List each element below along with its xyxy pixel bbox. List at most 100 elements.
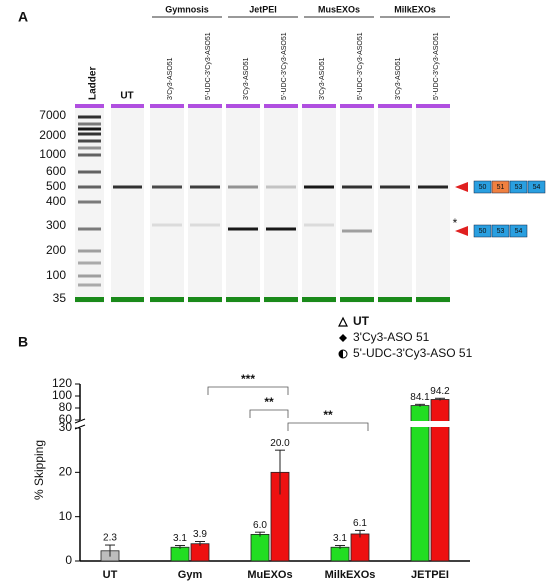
ladder-band [78, 170, 101, 174]
gel-lane [302, 104, 336, 303]
y-tick-label: 10 [59, 509, 73, 523]
exon-label: 54 [515, 228, 523, 235]
significance-label: *** [241, 372, 255, 386]
sample-band [342, 185, 372, 189]
gel-top-marker [75, 104, 104, 108]
lane-label: 5'-UDC-3'Cy3-ASO51 [433, 32, 440, 100]
sample-band [190, 185, 220, 189]
bar [350, 533, 370, 562]
ladder-band [78, 122, 101, 126]
gel-lane [150, 104, 184, 303]
exon-box [509, 224, 528, 238]
significance-bracket [287, 422, 369, 431]
group-header: JetPEI [249, 4, 277, 14]
lane-label: 5'-UDC-3'Cy3-ASO51 [281, 32, 288, 100]
y-axis-label: % Skipping [32, 440, 46, 500]
gel-lane [226, 104, 260, 303]
sample-band [342, 229, 372, 233]
gel-bottom-marker [302, 297, 336, 302]
sample-band [113, 185, 142, 189]
significance-bracket [249, 409, 289, 418]
gel-lane [111, 104, 144, 303]
ladder-band [78, 227, 101, 231]
lane-label: Ladder [88, 67, 99, 100]
gel-bottom-marker [111, 297, 144, 302]
legend-marker [339, 334, 347, 342]
legend-label: UT [353, 314, 370, 328]
lane-label: 3'Cy3-ASO51 [395, 57, 402, 100]
x-tick-label: JETPEI [411, 569, 449, 581]
bar [250, 534, 270, 562]
sample-band [266, 185, 296, 189]
size-label: 300 [46, 218, 66, 232]
exon-box [527, 180, 546, 194]
exon-label: 50 [479, 184, 487, 191]
y-tick-label: 100 [52, 388, 72, 402]
panel-label: B [18, 334, 28, 350]
y-tick-label: 0 [65, 553, 72, 567]
ladder-band [78, 115, 101, 119]
sample-band [228, 227, 258, 231]
sample-band [304, 223, 334, 227]
significance-bracket [207, 386, 289, 395]
size-label: 400 [46, 194, 66, 208]
gel-lane [340, 104, 374, 303]
gel-lane [416, 104, 450, 303]
gel-bottom-marker [416, 297, 450, 302]
lane-label: 3'Cy3-ASO51 [167, 57, 174, 100]
sample-band [266, 227, 296, 231]
gel-top-marker [264, 104, 298, 108]
band-marker: * [453, 216, 458, 230]
data-label: 2.3 [103, 533, 117, 544]
sample-band [304, 185, 334, 189]
legend-marker [338, 316, 348, 327]
data-label: 3.9 [193, 529, 207, 540]
exon-box [473, 180, 492, 194]
significance-label: ** [323, 408, 333, 422]
x-tick-label: MilkEXOs [325, 569, 376, 581]
y-tick-label: 20 [59, 465, 73, 479]
gel-top-marker [340, 104, 374, 108]
lane-label: 5'-UDC-3'Cy3-ASO51 [357, 32, 364, 100]
legend-label: 5'-UDC-3'Cy3-ASO 51 [353, 346, 473, 360]
ladder-band [78, 127, 101, 131]
arrowhead [455, 226, 468, 236]
sample-band [228, 185, 258, 189]
exon-box [509, 180, 528, 194]
sample-band [152, 185, 182, 189]
panel-label: A [18, 9, 28, 25]
group-header: MilkEXOs [394, 4, 436, 14]
x-tick-label: Gym [178, 569, 203, 581]
size-label: 7000 [39, 108, 66, 122]
size-label: 100 [46, 268, 66, 282]
ladder-band [78, 132, 101, 136]
bar [410, 405, 430, 562]
exon-label: 53 [497, 228, 505, 235]
gel-top-marker [378, 104, 412, 108]
size-label: 35 [53, 291, 67, 305]
exon-label: 53 [515, 184, 523, 191]
lane-label: 3'Cy3-ASO51 [243, 57, 250, 100]
bar [170, 546, 190, 562]
size-label: 600 [46, 164, 66, 178]
gel-bottom-marker [378, 297, 412, 302]
ladder-band [78, 249, 101, 253]
ladder-band [78, 274, 101, 278]
group-header: MusEXOs [318, 4, 360, 14]
exon-label: 50 [479, 228, 487, 235]
exon-box [473, 224, 492, 238]
y-tick-label: 30 [59, 420, 73, 434]
gel-bottom-marker [150, 297, 184, 302]
gel-top-marker [226, 104, 260, 108]
ladder-band [78, 283, 101, 287]
size-label: 200 [46, 243, 66, 257]
exon-box [491, 180, 510, 194]
size-label: 500 [46, 179, 66, 193]
ladder-band [78, 139, 101, 143]
gel-top-marker [111, 104, 144, 108]
data-label: 20.0 [270, 438, 290, 449]
gel-top-marker [416, 104, 450, 108]
sample-band [418, 185, 448, 189]
sample-band [152, 223, 182, 227]
